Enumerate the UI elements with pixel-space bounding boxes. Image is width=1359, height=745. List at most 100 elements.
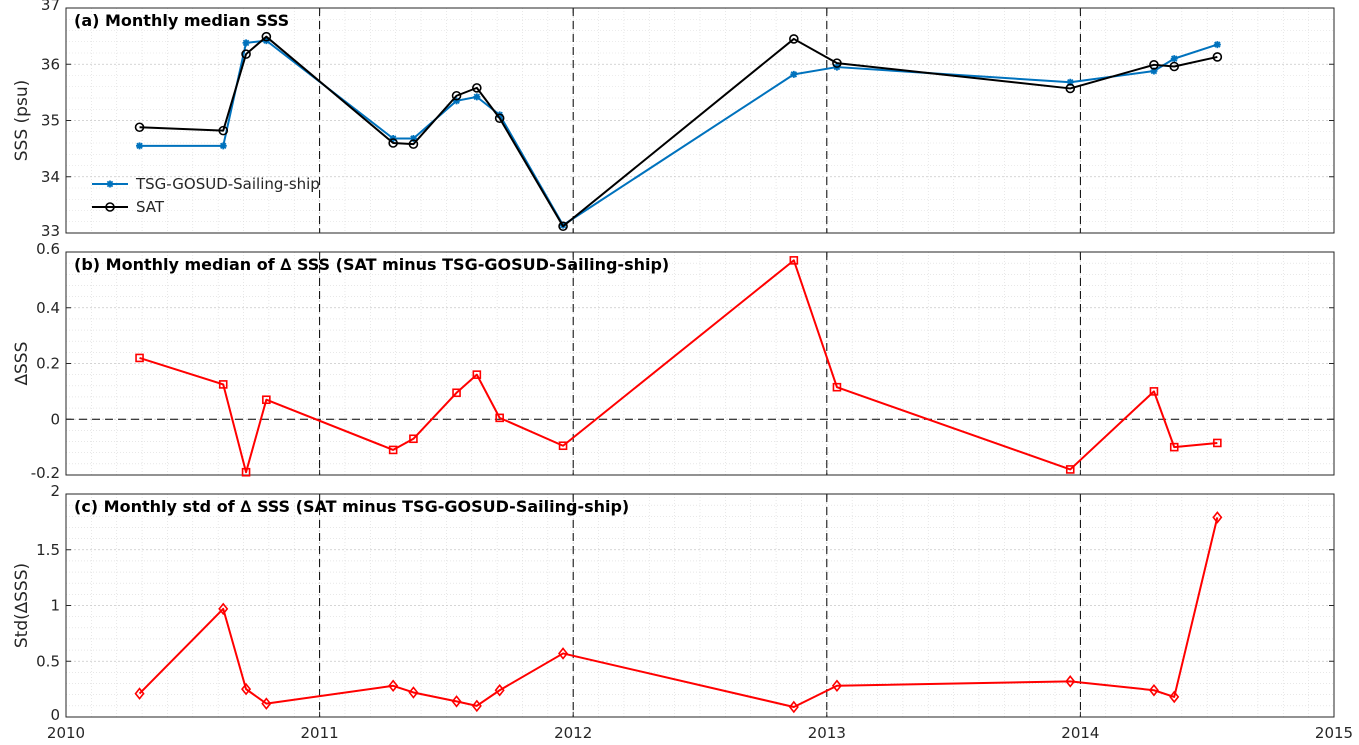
data-point <box>1213 438 1222 448</box>
data-point <box>134 122 145 133</box>
y-tick-label: 0 <box>50 410 60 428</box>
data-point <box>452 388 461 398</box>
data-point <box>388 138 398 148</box>
data-point <box>1065 465 1075 474</box>
data-point <box>408 686 419 699</box>
data-point <box>1170 55 1178 63</box>
y-tick-label: 0.6 <box>36 240 60 258</box>
data-point <box>218 125 229 136</box>
data-point <box>472 83 482 93</box>
data-point <box>832 58 842 68</box>
data-point <box>242 39 250 47</box>
y-tick-label: 36 <box>41 55 60 73</box>
legend-label: SAT <box>136 198 165 216</box>
data-point <box>219 142 227 150</box>
data-point <box>218 602 229 616</box>
data-point <box>471 699 482 713</box>
series-line <box>139 35 1218 228</box>
y-axis-label: Std(∆SSS) <box>12 563 32 648</box>
data-point <box>832 382 842 392</box>
data-point <box>1065 675 1076 688</box>
data-point <box>1065 83 1076 94</box>
y-tick-label: 2 <box>50 482 60 500</box>
panel-b: -0.2 0 0.2 0.4 0.6 ∆SSS (b) Monthly median of … <box>12 240 1335 482</box>
series-delta-sss <box>134 511 1223 714</box>
data-point <box>1169 690 1180 704</box>
series-sat <box>134 31 1223 232</box>
data-point <box>1149 387 1159 396</box>
legend-label: TSG-GOSUD-Sailing-ship <box>135 175 320 193</box>
data-point <box>136 142 144 150</box>
data-point <box>789 256 799 265</box>
y-tick-label: -0.2 <box>31 464 60 482</box>
legend-marker <box>106 180 114 188</box>
data-point <box>453 97 461 105</box>
x-tick-label: 2013 <box>808 724 846 742</box>
data-point <box>261 697 272 710</box>
data-point <box>473 93 481 101</box>
panel-title: (a) Monthly median SSS <box>74 11 289 30</box>
data-point <box>241 467 251 477</box>
y-tick-label: 34 <box>41 168 60 186</box>
data-point <box>388 445 398 455</box>
legend: TSG-GOSUD-Sailing-ship SAT <box>92 175 320 216</box>
y-tick-label: 35 <box>41 112 60 130</box>
data-point <box>1169 442 1179 452</box>
data-point <box>1150 67 1158 75</box>
y-tick-label: 0 <box>50 706 60 724</box>
data-point <box>409 434 418 444</box>
data-point <box>789 34 799 44</box>
minor-grid <box>66 8 1334 233</box>
data-point <box>1148 683 1159 697</box>
x-tick-label: 2012 <box>554 724 592 742</box>
data-point <box>241 49 251 59</box>
data-point <box>241 682 252 696</box>
data-point <box>1169 61 1180 72</box>
panel-c: 0 0.5 1 1.5 2 2010 2011 2012 2013 2014 2015 Std(∆SS… <box>12 482 1353 742</box>
x-tick-label: 2014 <box>1061 724 1099 742</box>
data-point <box>1212 511 1223 524</box>
y-tick-label: 1 <box>50 597 60 615</box>
data-point <box>1213 41 1221 49</box>
data-point <box>831 679 842 693</box>
data-point <box>495 413 504 423</box>
data-point <box>135 353 144 363</box>
data-point <box>262 395 271 405</box>
y-tick-label: 0.5 <box>36 652 60 670</box>
data-point <box>558 221 568 232</box>
data-point <box>494 683 505 697</box>
data-point <box>494 113 505 124</box>
y-tick-label: 33 <box>41 222 60 240</box>
y-tick-label: 37 <box>41 0 60 14</box>
data-point <box>218 380 228 389</box>
panel-title: (b) Monthly median of ∆ SSS (SAT minus T… <box>74 255 669 274</box>
y-axis-label: ∆SSS <box>12 342 32 387</box>
data-point <box>409 135 417 142</box>
major-grid <box>66 8 1334 233</box>
x-tick-label: 2011 <box>301 724 339 742</box>
data-point <box>1066 78 1074 86</box>
data-point <box>472 370 482 379</box>
data-point <box>451 90 462 101</box>
data-point <box>1212 52 1223 62</box>
y-tick-label: 0.2 <box>36 355 60 373</box>
x-tick-label: 2010 <box>47 724 85 742</box>
data-point <box>790 70 798 78</box>
data-point <box>261 31 272 42</box>
y-tick-label: 1.5 <box>36 541 60 559</box>
data-point <box>134 687 145 700</box>
series-line <box>139 259 1218 474</box>
y-tick-label: 0.4 <box>36 299 60 317</box>
series-line <box>138 517 1219 708</box>
panel-a: 33 34 35 36 37 SSS (psu) (a) Monthly median SS… <box>12 0 1335 240</box>
data-point <box>408 139 419 149</box>
y-axis-label: SSS (psu) <box>12 80 32 161</box>
series-delta-sss <box>135 256 1222 477</box>
legend-marker <box>105 202 115 212</box>
data-point <box>788 700 799 714</box>
data-point <box>451 695 462 708</box>
data-point <box>1149 60 1159 70</box>
data-point <box>388 679 399 693</box>
data-point <box>558 441 568 451</box>
